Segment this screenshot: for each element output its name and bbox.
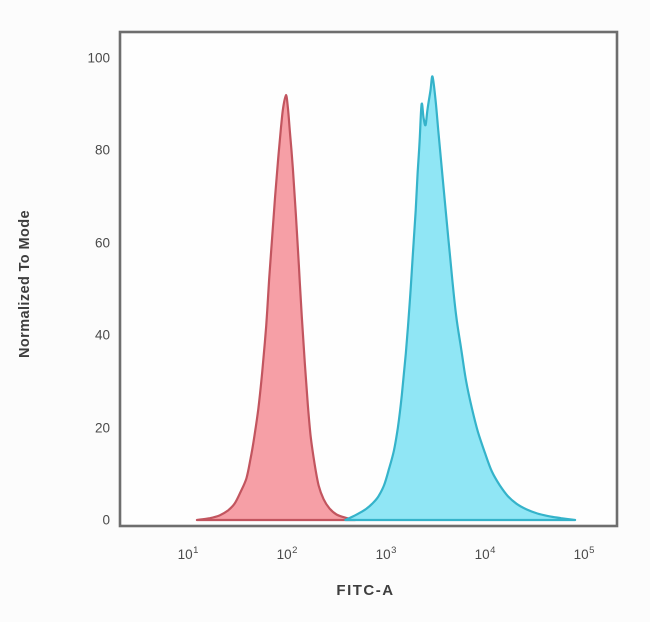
y-axis-title: Normalized To Mode: [17, 210, 33, 358]
y-tick-label-0: 0: [102, 512, 110, 528]
x-tick-label-1e1: 101: [177, 545, 199, 562]
x-tick-label-1e5: 105: [573, 545, 595, 562]
x-axis-title: FITC-A: [336, 582, 395, 599]
x-tick-label-1e2: 102: [276, 545, 298, 562]
y-tick-label-60: 60: [94, 235, 110, 251]
y-tick-label-80: 80: [94, 142, 110, 158]
x-tick-label-1e3: 103: [375, 545, 397, 562]
plot-frame: [118, 30, 619, 528]
y-tick-label-100: 100: [87, 50, 110, 66]
y-tick-label-40: 40: [94, 327, 110, 343]
series-red-control-population: [195, 93, 357, 522]
x-tick-label-1e4: 104: [474, 545, 496, 562]
y-tick-label-20: 20: [94, 420, 110, 436]
series-cyan-stained-population: [344, 75, 577, 522]
